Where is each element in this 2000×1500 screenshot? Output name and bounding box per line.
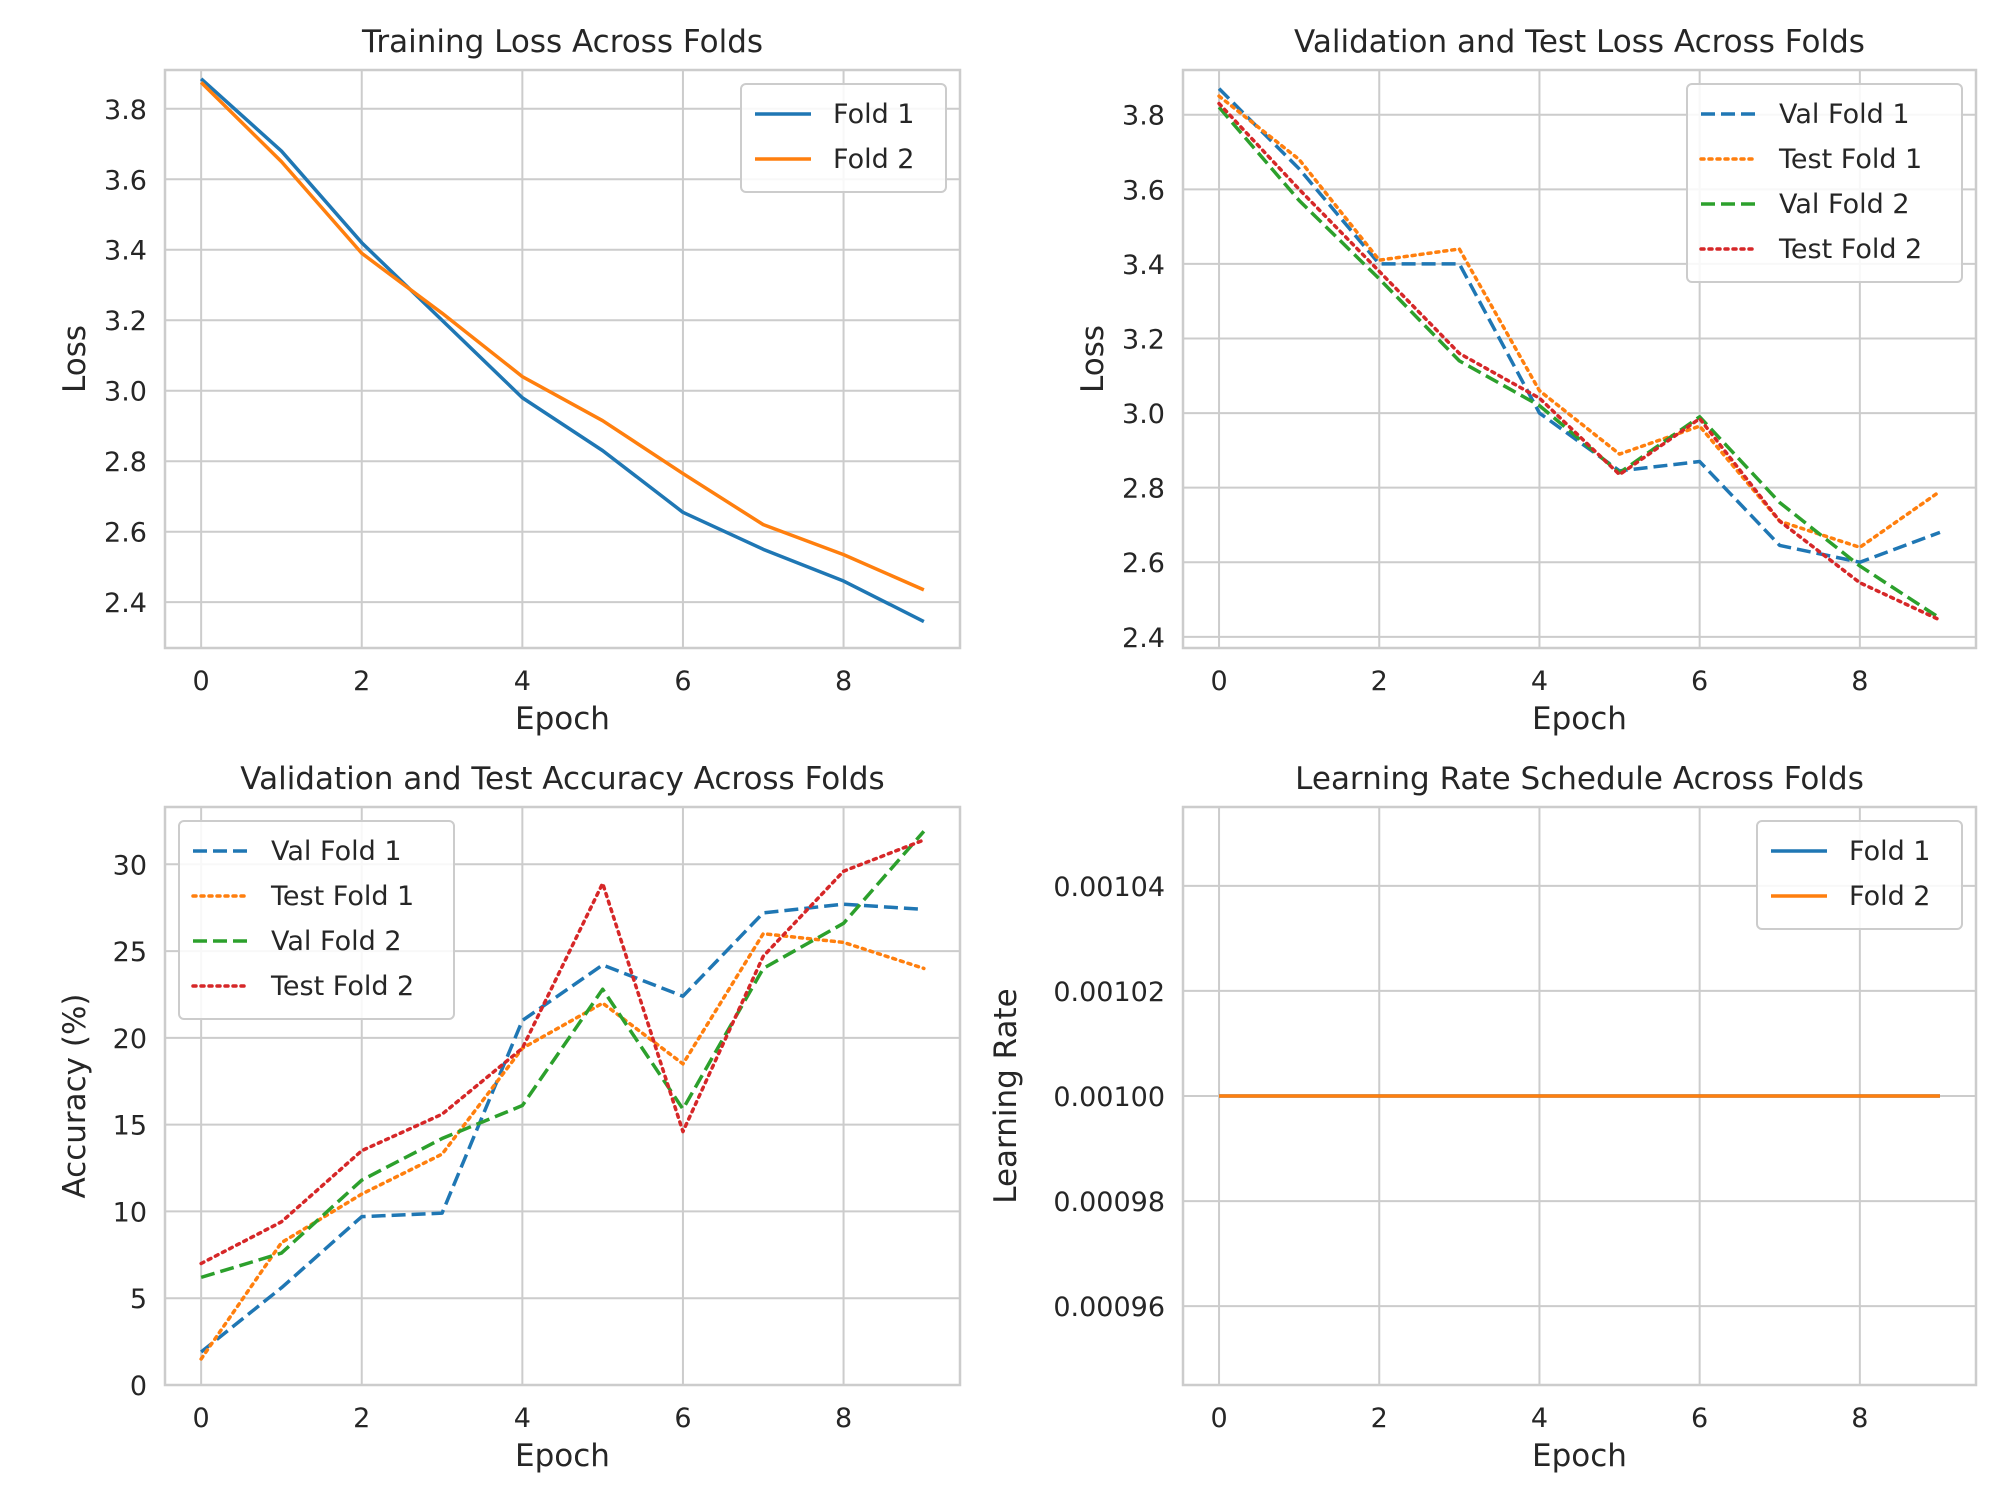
y-tick-label: 3.4 xyxy=(104,236,147,267)
series-line-3 xyxy=(200,830,926,1280)
y-tick-label: 0.00098 xyxy=(1053,1187,1165,1218)
chart-3: 0 2 4 6 8 0 5 10 15 20 25 30 Validation and Test Acc… xyxy=(57,761,962,1474)
legend-box xyxy=(1756,820,1963,930)
x-tick-label: 0 xyxy=(1210,666,1227,697)
x-tick-label: 2 xyxy=(353,666,370,697)
legend: Fold 1 Fold 2 xyxy=(740,83,947,193)
legend-label: Test Fold 1 xyxy=(1778,144,1922,175)
y-tick-label: 0.00096 xyxy=(1053,1292,1165,1323)
x-tick-label: 6 xyxy=(674,666,691,697)
legend: Val Fold 1 Test Fold 1 Val Fold 2 Test Fold… xyxy=(1686,83,1963,283)
legend-box xyxy=(178,820,455,1020)
y-tick-label: 3.4 xyxy=(1122,250,1165,281)
series-line-1 xyxy=(199,77,925,624)
x-axis-label: Epoch xyxy=(1532,1438,1627,1474)
chart-title: Validation and Test Accuracy Across Fold… xyxy=(240,761,884,797)
y-tick-label: 3.6 xyxy=(104,165,147,196)
legend-label: Val Fold 2 xyxy=(271,926,402,957)
y-tick-label: 2.6 xyxy=(104,518,147,549)
y-tick-label: 25 xyxy=(113,937,147,968)
x-tick-label: 6 xyxy=(1691,666,1708,697)
legend-label: Fold 2 xyxy=(833,144,915,175)
legend-box xyxy=(740,83,947,193)
x-tick-label: 4 xyxy=(1531,666,1548,697)
legend-label: Val Fold 2 xyxy=(1779,189,1910,220)
legend-label: Test Fold 2 xyxy=(1778,234,1922,265)
legend-label: Fold 1 xyxy=(833,99,915,130)
x-tick-label: 6 xyxy=(1691,1403,1708,1434)
x-tick-label: 8 xyxy=(1851,666,1868,697)
chart-title: Validation and Test Loss Across Folds xyxy=(1294,24,1865,60)
chart-title: Training Loss Across Folds xyxy=(361,24,763,60)
chart-title: Learning Rate Schedule Across Folds xyxy=(1295,761,1864,797)
y-tick-label: 0.00100 xyxy=(1053,1082,1165,1113)
plot-frame xyxy=(163,68,962,650)
x-tick-label: 4 xyxy=(1531,1403,1548,1434)
y-axis-label: Learning Rate xyxy=(988,988,1024,1204)
y-tick-label: 2.8 xyxy=(1122,474,1165,505)
y-tick-label: 2.6 xyxy=(1122,548,1165,579)
x-tick-label: 0 xyxy=(193,1403,210,1434)
y-tick-label: 3.2 xyxy=(1122,324,1165,355)
plot-frame xyxy=(1181,68,1978,650)
y-tick-label: 3.0 xyxy=(1122,399,1165,430)
legend: Fold 1 Fold 2 xyxy=(1756,820,1963,930)
legend-label: Val Fold 1 xyxy=(1779,99,1910,130)
x-tick-label: 2 xyxy=(1371,1403,1388,1434)
series-line-1 xyxy=(200,902,924,1354)
y-tick-label: 2.4 xyxy=(1122,623,1165,654)
x-axis-label: Epoch xyxy=(1532,701,1627,737)
x-tick-label: 8 xyxy=(1851,1403,1868,1434)
legend-box xyxy=(1686,83,1963,283)
chart-1: 0 2 4 6 8 2.4 2.6 2.8 3.0 3.2 3.4 3.6 3.8 Training Lo… xyxy=(57,24,962,737)
plot-frame xyxy=(163,805,962,1387)
y-tick-label: 3.2 xyxy=(104,306,147,337)
legend-label: Fold 1 xyxy=(1849,836,1931,867)
y-axis-label: Loss xyxy=(1075,325,1111,393)
y-tick-label: 3.8 xyxy=(1122,101,1165,132)
legend-label: Test Fold 1 xyxy=(270,881,414,912)
y-tick-label: 3.8 xyxy=(104,95,147,126)
x-tick-label: 6 xyxy=(674,1403,691,1434)
plot-frame xyxy=(1181,805,1978,1387)
legend-label: Test Fold 2 xyxy=(270,971,414,1002)
legend-label: Val Fold 1 xyxy=(271,836,402,867)
y-tick-label: 2.4 xyxy=(104,588,147,619)
legend-label: Fold 2 xyxy=(1849,881,1931,912)
x-tick-label: 4 xyxy=(514,1403,531,1434)
y-tick-label: 15 xyxy=(113,1111,147,1142)
legend: Val Fold 1 Test Fold 1 Val Fold 2 Test Fold… xyxy=(178,820,455,1020)
chart-4: 0 2 4 6 8 0.00096 0.00098 0.00100 0.00102 0.00104… xyxy=(988,761,1978,1474)
series-line-2 xyxy=(199,931,926,1361)
x-tick-label: 4 xyxy=(514,666,531,697)
x-axis-label: Epoch xyxy=(515,701,610,737)
y-tick-label: 10 xyxy=(113,1197,147,1228)
y-axis-label: Loss xyxy=(57,325,93,393)
chart-2: 0 2 4 6 8 2.4 2.6 2.8 3.0 3.2 3.4 3.6 3.8 Validation … xyxy=(1075,24,1978,737)
y-tick-label: 3.6 xyxy=(1122,175,1165,206)
x-axis-label: Epoch xyxy=(515,1438,610,1474)
y-tick-label: 30 xyxy=(113,850,147,881)
series-line-3 xyxy=(1217,106,1941,620)
y-tick-label: 3.0 xyxy=(104,377,147,408)
series-line-4 xyxy=(1217,101,1942,622)
y-tick-label: 5 xyxy=(130,1284,147,1315)
x-tick-label: 2 xyxy=(1371,666,1388,697)
series-line-2 xyxy=(199,81,925,592)
x-tick-label: 8 xyxy=(835,666,852,697)
y-tick-label: 0 xyxy=(130,1371,147,1402)
x-tick-label: 8 xyxy=(835,1403,852,1434)
series-line-4 xyxy=(199,838,926,1266)
y-tick-label: 0.00102 xyxy=(1053,977,1165,1008)
series-line-1 xyxy=(1217,87,1941,564)
y-tick-label: 0.00104 xyxy=(1053,872,1165,903)
x-tick-label: 2 xyxy=(353,1403,370,1434)
x-tick-label: 0 xyxy=(193,666,210,697)
y-axis-label: Accuracy (%) xyxy=(57,993,93,1198)
y-tick-label: 2.8 xyxy=(104,447,147,478)
x-tick-label: 0 xyxy=(1210,1403,1227,1434)
y-tick-label: 20 xyxy=(113,1024,147,1055)
